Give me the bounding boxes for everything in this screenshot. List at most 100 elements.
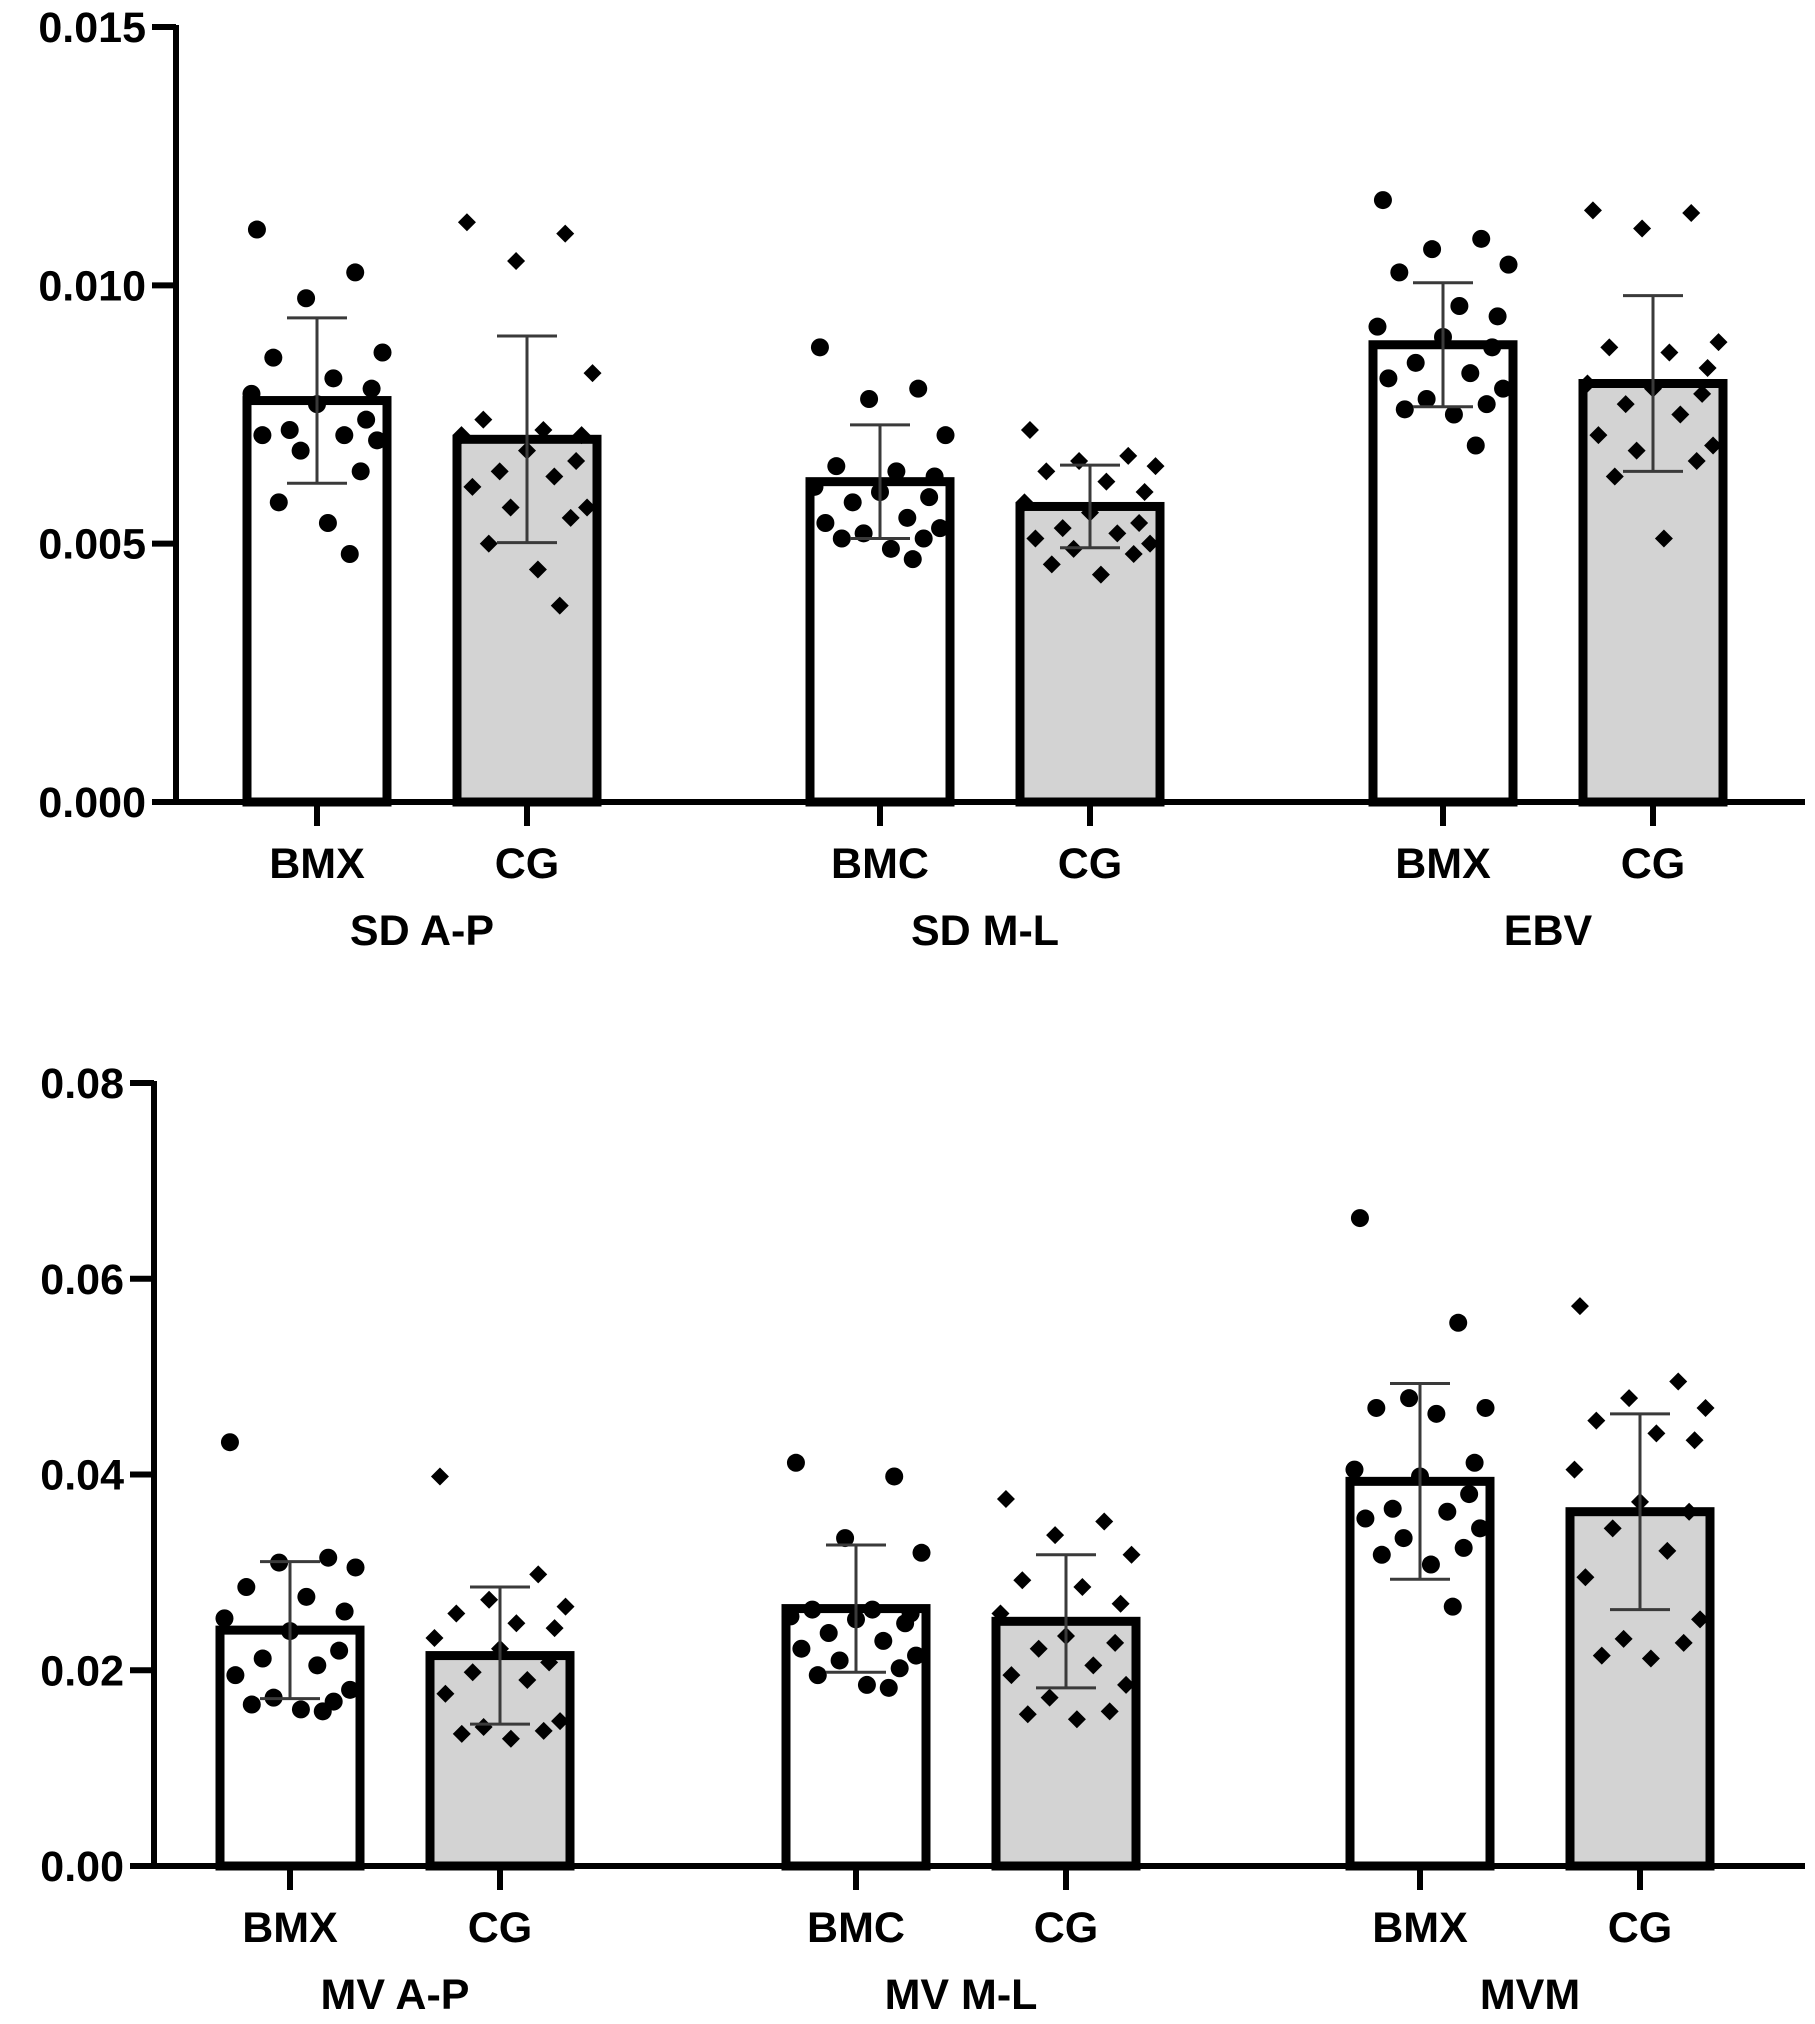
data-point bbox=[368, 431, 387, 450]
data-point bbox=[881, 539, 900, 558]
data-point bbox=[1117, 1675, 1136, 1694]
data-point bbox=[1444, 405, 1463, 424]
data-point bbox=[1350, 1209, 1369, 1228]
data-point bbox=[1368, 317, 1387, 336]
data-point bbox=[1600, 338, 1619, 357]
data-point bbox=[1454, 1538, 1473, 1557]
x-tick-label: CG bbox=[1621, 840, 1686, 888]
y-tick-label: 0.00 bbox=[40, 1843, 124, 1891]
data-point bbox=[1356, 1509, 1375, 1528]
data-point bbox=[781, 1607, 800, 1626]
data-point bbox=[291, 1700, 310, 1719]
data-point bbox=[808, 1666, 827, 1685]
data-point bbox=[996, 1489, 1015, 1508]
bar-group-sd-m-l: BMC CG SD M-L bbox=[805, 338, 1165, 955]
data-point bbox=[1671, 405, 1690, 424]
data-point bbox=[1390, 263, 1409, 282]
data-point bbox=[1587, 1411, 1606, 1430]
data-point bbox=[1658, 1541, 1677, 1560]
data-point bbox=[1421, 1555, 1440, 1574]
data-point bbox=[1106, 1633, 1125, 1652]
data-point bbox=[280, 421, 299, 439]
group-label: MV M-L bbox=[885, 1971, 1038, 2019]
data-point bbox=[474, 1718, 493, 1737]
data-point bbox=[1682, 204, 1701, 222]
data-point bbox=[1633, 219, 1652, 238]
group-label: SD M-L bbox=[911, 907, 1059, 955]
data-point bbox=[430, 1467, 449, 1486]
data-point bbox=[1499, 255, 1518, 274]
data-point bbox=[1592, 1646, 1611, 1665]
data-point bbox=[1565, 1460, 1584, 1479]
data-point bbox=[474, 410, 493, 429]
data-point bbox=[914, 529, 933, 548]
data-point bbox=[1438, 1502, 1457, 1521]
group-label: EBV bbox=[1504, 907, 1593, 955]
y-tick-label: 0.02 bbox=[40, 1647, 124, 1695]
bar-group-mv-m-l: BMC CG MV M-L bbox=[781, 1453, 1141, 2019]
data-point bbox=[346, 1558, 365, 1577]
data-point bbox=[540, 1653, 559, 1672]
data-point bbox=[1583, 201, 1602, 220]
data-point bbox=[803, 1600, 822, 1619]
data-point bbox=[480, 1590, 499, 1609]
data-point bbox=[816, 514, 835, 532]
data-point bbox=[1570, 1297, 1589, 1316]
data-point bbox=[1465, 1453, 1484, 1472]
data-point bbox=[836, 1529, 855, 1548]
data-point bbox=[1620, 1389, 1639, 1408]
data-point bbox=[931, 519, 950, 538]
data-point bbox=[1026, 529, 1045, 548]
y-tick-label: 0.015 bbox=[38, 4, 146, 52]
data-point bbox=[1704, 436, 1723, 455]
data-point bbox=[1053, 519, 1072, 538]
data-point bbox=[1461, 364, 1480, 383]
data-point bbox=[463, 477, 482, 496]
data-point bbox=[436, 1684, 455, 1703]
data-point bbox=[1680, 1502, 1699, 1521]
data-point bbox=[1122, 1545, 1141, 1564]
data-point bbox=[501, 1729, 520, 1748]
data-point bbox=[330, 1641, 349, 1660]
data-point bbox=[1091, 565, 1110, 584]
data-point bbox=[890, 1659, 909, 1678]
data-point bbox=[1379, 369, 1398, 388]
data-point bbox=[887, 462, 906, 481]
data-point bbox=[545, 467, 564, 486]
x-tick-label: CG bbox=[1034, 1904, 1099, 1952]
data-point bbox=[898, 508, 917, 527]
data-point bbox=[1046, 1526, 1065, 1545]
data-point bbox=[1477, 395, 1496, 414]
data-point bbox=[1427, 1404, 1446, 1423]
y-tick-label: 0.08 bbox=[40, 1060, 124, 1108]
data-point bbox=[313, 1702, 332, 1721]
x-tick-label: BMX bbox=[1372, 1904, 1468, 1952]
data-point bbox=[1450, 297, 1469, 315]
data-point bbox=[1383, 1499, 1402, 1518]
data-point bbox=[340, 545, 359, 563]
data-point bbox=[220, 1433, 239, 1452]
data-point bbox=[1345, 1460, 1364, 1479]
data-point bbox=[1616, 395, 1635, 414]
data-point bbox=[1443, 1597, 1462, 1616]
data-point bbox=[863, 1600, 882, 1619]
data-point bbox=[991, 1604, 1010, 1623]
data-point bbox=[1037, 462, 1056, 481]
data-point bbox=[1400, 1389, 1419, 1408]
data-point bbox=[247, 220, 266, 239]
y-tick-label: 0.005 bbox=[38, 521, 146, 569]
data-point bbox=[253, 426, 272, 445]
data-point bbox=[1647, 1424, 1666, 1443]
data-point bbox=[362, 379, 381, 398]
data-point bbox=[1141, 534, 1160, 553]
data-point bbox=[1124, 545, 1143, 563]
bar-group-mv-a-p: BMX CG MV A-P bbox=[215, 1433, 575, 2019]
data-point bbox=[843, 493, 862, 512]
data-point bbox=[1119, 446, 1138, 465]
x-tick-label: CG bbox=[1058, 840, 1123, 888]
data-point bbox=[1576, 1568, 1595, 1587]
data-point bbox=[1373, 191, 1392, 210]
data-point bbox=[341, 1680, 360, 1699]
data-point bbox=[912, 1543, 931, 1562]
